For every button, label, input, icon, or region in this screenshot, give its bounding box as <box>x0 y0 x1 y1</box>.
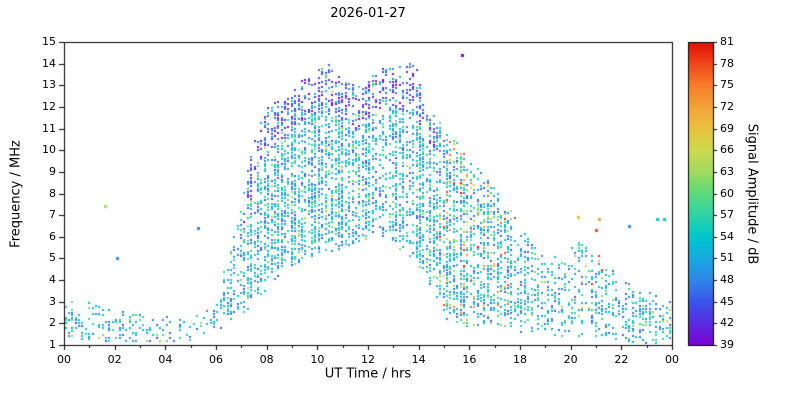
colorbar-tick-label: 75 <box>720 78 734 92</box>
y-tick-label: 6 <box>49 229 56 243</box>
x-tick-label: 10 <box>310 353 325 366</box>
colorbar-tick-label: 54 <box>720 229 734 243</box>
colorbar-tick-label: 42 <box>720 316 734 330</box>
colorbar-label: Signal Amplitude / dB <box>744 123 760 265</box>
colorbar-tick-label: 45 <box>720 294 734 308</box>
y-tick-label: 12 <box>42 99 56 113</box>
y-tick-label: 14 <box>42 56 56 70</box>
y-tick-label: 2 <box>49 316 56 330</box>
x-tick-label: 14 <box>411 353 426 366</box>
colorbar-tick-label: 66 <box>720 143 734 157</box>
colorbar-tick-label: 69 <box>720 121 734 135</box>
y-axis-label: Frequency / MHz <box>8 140 24 248</box>
x-tick-label: 00 <box>665 353 679 366</box>
x-tick-label: 16 <box>462 353 477 366</box>
y-tick-label: 5 <box>49 251 56 265</box>
colorbar-tick-label: 72 <box>720 99 734 113</box>
y-tick-label: 4 <box>49 273 56 287</box>
colorbar-tick-label: 63 <box>720 164 734 178</box>
x-tick-label: 02 <box>107 353 122 366</box>
x-tick-label: 20 <box>563 353 578 366</box>
colorbar-tick-label: 39 <box>720 338 734 351</box>
y-tick-label: 7 <box>49 208 56 222</box>
colorbar-tick-label: 78 <box>720 56 734 70</box>
chart-title: 2026-01-27 <box>330 6 406 21</box>
y-tick-label: 8 <box>49 186 56 200</box>
y-tick-label: 10 <box>42 143 56 157</box>
y-tick-label: 3 <box>49 294 56 308</box>
x-axis-label: UT Time / hrs <box>324 366 412 382</box>
y-tick-label: 13 <box>42 78 56 92</box>
y-tick-label: 11 <box>42 121 56 135</box>
colorbar-tick-label: 48 <box>720 273 734 287</box>
x-tick-label: 22 <box>614 353 629 366</box>
colorbar-tick-label: 57 <box>720 208 734 222</box>
x-tick-label: 00 <box>57 353 71 366</box>
colorbar-tick-label: 51 <box>720 251 734 265</box>
y-tick-label: 1 <box>49 338 56 351</box>
x-tick-label: 08 <box>259 353 274 366</box>
y-tick-label: 15 <box>42 35 56 48</box>
y-tick-label: 9 <box>49 164 56 178</box>
x-tick-label: 04 <box>158 353 173 366</box>
x-tick-label: 06 <box>209 353 223 366</box>
colorbar-tick-label: 81 <box>720 35 734 48</box>
x-tick-label: 12 <box>361 353 375 366</box>
colorbar-tick-label: 60 <box>720 186 734 200</box>
x-tick-label: 18 <box>513 353 527 366</box>
